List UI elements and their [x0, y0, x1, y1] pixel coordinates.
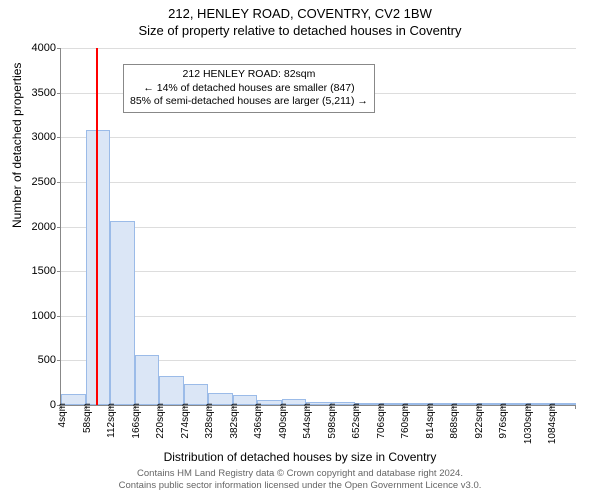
- xtick-label: 58sqm: [82, 403, 93, 453]
- gridline: [61, 182, 576, 183]
- ytick-label: 500: [16, 354, 56, 366]
- xtick-label: 1084sqm: [547, 403, 558, 453]
- xtick-label: 760sqm: [400, 403, 411, 453]
- gridline: [61, 316, 576, 317]
- title-address: 212, HENLEY ROAD, COVENTRY, CV2 1BW: [0, 6, 600, 21]
- xtick-label: 490sqm: [278, 403, 289, 453]
- xtick-label: 112sqm: [106, 403, 117, 453]
- gridline: [61, 137, 576, 138]
- xtick-mark: [575, 405, 576, 409]
- ytick-mark: [57, 48, 61, 49]
- title-subtitle: Size of property relative to detached ho…: [0, 23, 600, 38]
- annotation-line: ← 14% of detached houses are smaller (84…: [130, 82, 368, 96]
- xtick-label: 436sqm: [253, 403, 264, 453]
- xtick-label: 4sqm: [57, 403, 68, 453]
- annotation-line: 212 HENLEY ROAD: 82sqm: [130, 68, 368, 82]
- gridline: [61, 271, 576, 272]
- footer-attribution: Contains HM Land Registry data © Crown c…: [0, 468, 600, 492]
- title-block: 212, HENLEY ROAD, COVENTRY, CV2 1BW Size…: [0, 0, 600, 38]
- histogram-bar: [135, 355, 160, 405]
- footer-line1: Contains HM Land Registry data © Crown c…: [0, 468, 600, 480]
- ytick-mark: [57, 137, 61, 138]
- histogram-bar: [159, 376, 184, 405]
- ytick-label: 3500: [16, 87, 56, 99]
- ytick-label: 2500: [16, 176, 56, 188]
- ytick-mark: [57, 360, 61, 361]
- xtick-label: 274sqm: [180, 403, 191, 453]
- ytick-mark: [57, 93, 61, 94]
- xtick-label: 814sqm: [425, 403, 436, 453]
- xtick-label: 166sqm: [131, 403, 142, 453]
- ytick-label: 3000: [16, 131, 56, 143]
- chart-container: 212, HENLEY ROAD, COVENTRY, CV2 1BW Size…: [0, 0, 600, 500]
- ytick-mark: [57, 271, 61, 272]
- xtick-label: 544sqm: [302, 403, 313, 453]
- histogram-bar: [110, 221, 135, 405]
- reference-line: [96, 48, 98, 405]
- ytick-label: 4000: [16, 42, 56, 54]
- xtick-label: 328sqm: [204, 403, 215, 453]
- xtick-label: 382sqm: [229, 403, 240, 453]
- annotation-line: 85% of semi-detached houses are larger (…: [130, 95, 368, 109]
- ytick-label: 2000: [16, 221, 56, 233]
- xtick-label: 652sqm: [351, 403, 362, 453]
- gridline: [61, 48, 576, 49]
- footer-line2: Contains public sector information licen…: [0, 480, 600, 492]
- ytick-label: 1000: [16, 310, 56, 322]
- xtick-label: 220sqm: [155, 403, 166, 453]
- xtick-label: 976sqm: [498, 403, 509, 453]
- annotation-box: 212 HENLEY ROAD: 82sqm← 14% of detached …: [123, 64, 375, 113]
- gridline: [61, 227, 576, 228]
- histogram-bar: [184, 384, 209, 405]
- xtick-label: 598sqm: [327, 403, 338, 453]
- ytick-label: 1500: [16, 265, 56, 277]
- chart-plot-area: 212 HENLEY ROAD: 82sqm← 14% of detached …: [60, 48, 576, 406]
- ytick-mark: [57, 227, 61, 228]
- xtick-label: 706sqm: [376, 403, 387, 453]
- ytick-label: 0: [16, 399, 56, 411]
- xtick-label: 1030sqm: [523, 403, 534, 453]
- xtick-label: 922sqm: [474, 403, 485, 453]
- xtick-label: 868sqm: [449, 403, 460, 453]
- ytick-mark: [57, 316, 61, 317]
- ytick-mark: [57, 182, 61, 183]
